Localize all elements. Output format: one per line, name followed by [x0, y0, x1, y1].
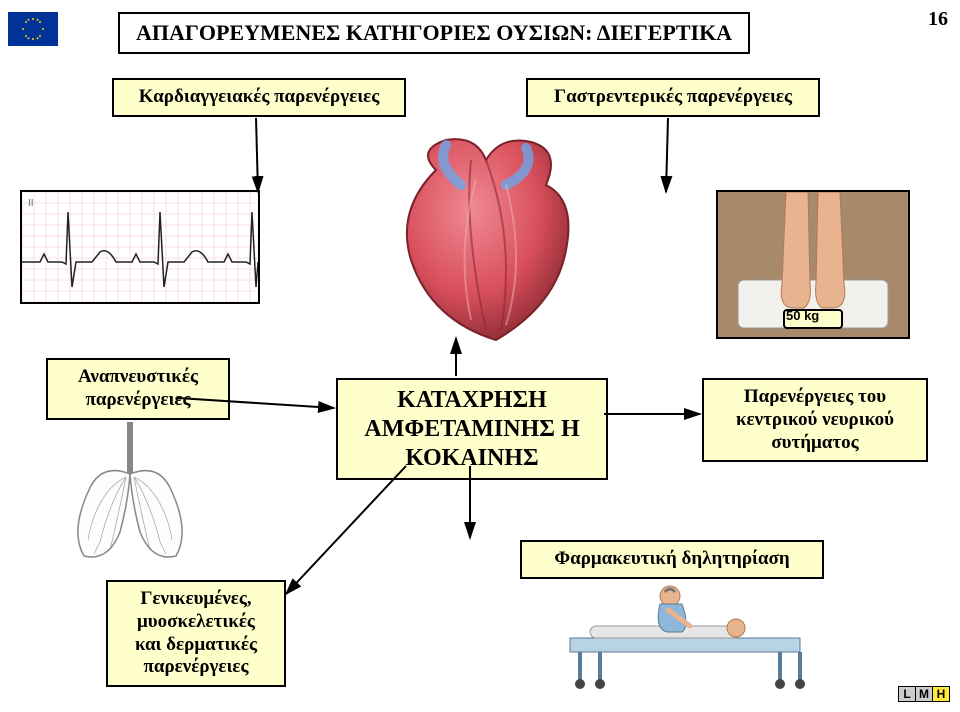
musculo-l4: παρενέργειες	[118, 656, 274, 679]
lmh-badge: L M H	[898, 686, 950, 702]
heart-image	[376, 130, 586, 350]
center-line1: ΚΑΤΑΧΡΗΣΗ	[348, 386, 596, 415]
gastro-box: Γαστρεντερικές παρενέργειες	[526, 78, 820, 117]
page-title: ΑΠΑΓΟΡΕΥΜΕΝΕΣ ΚΑΤΗΓΟΡΙΕΣ ΟΥΣΙΩΝ: ΔΙΕΓΕΡΤ…	[118, 12, 750, 54]
page-number: 16	[928, 8, 948, 31]
center-abuse-box: ΚΑΤΑΧΡΗΣΗ ΑΜΦΕΤΑΜΙΝΗΣ Η ΚΟΚΑΙΝΗΣ	[336, 378, 608, 480]
ecg-image: II	[20, 190, 260, 304]
musculo-l1: Γενικευμένες,	[118, 588, 274, 611]
cardio-box: Καρδιαγγειακές παρενέργειες	[112, 78, 406, 117]
cns-line3: συτήματος	[714, 432, 916, 455]
cns-box: Παρενέργειες του κεντρικού νευρικού συτή…	[702, 378, 928, 462]
musculo-box: Γενικευμένες, μυοσκελετικές και δερματικ…	[106, 580, 286, 687]
slide: ΑΠΑΓΟΡΕΥΜΕΝΕΣ ΚΑΤΗΓΟΡΙΕΣ ΟΥΣΙΩΝ: ΔΙΕΓΕΡΤ…	[0, 0, 960, 712]
cns-line2: κεντρικού νευρικού	[714, 409, 916, 432]
patient-image	[560, 582, 820, 692]
svg-text:II: II	[28, 198, 34, 209]
musculo-l2: μυοσκελετικές	[118, 611, 274, 634]
resp-label: Αναπνευστικές παρενέργειες	[78, 366, 198, 410]
lungs-image	[50, 422, 210, 562]
pharm-box: Φαρμακευτική δηλητηρίαση	[520, 540, 824, 579]
musculo-l3: και δερματικές	[118, 634, 274, 657]
lmh-m: M	[915, 687, 932, 701]
cns-line1: Παρενέργειες του	[714, 386, 916, 409]
scale-weight-label: 50 kg	[786, 308, 819, 323]
lmh-l: L	[899, 687, 915, 701]
lmh-h: H	[932, 687, 949, 701]
eu-flag-icon	[8, 12, 58, 46]
resp-box: Αναπνευστικές παρενέργειες	[46, 358, 230, 420]
center-line2: ΑΜΦΕΤΑΜΙΝΗΣ Η	[348, 415, 596, 444]
center-line3: ΚΟΚΑΙΝΗΣ	[348, 444, 596, 473]
